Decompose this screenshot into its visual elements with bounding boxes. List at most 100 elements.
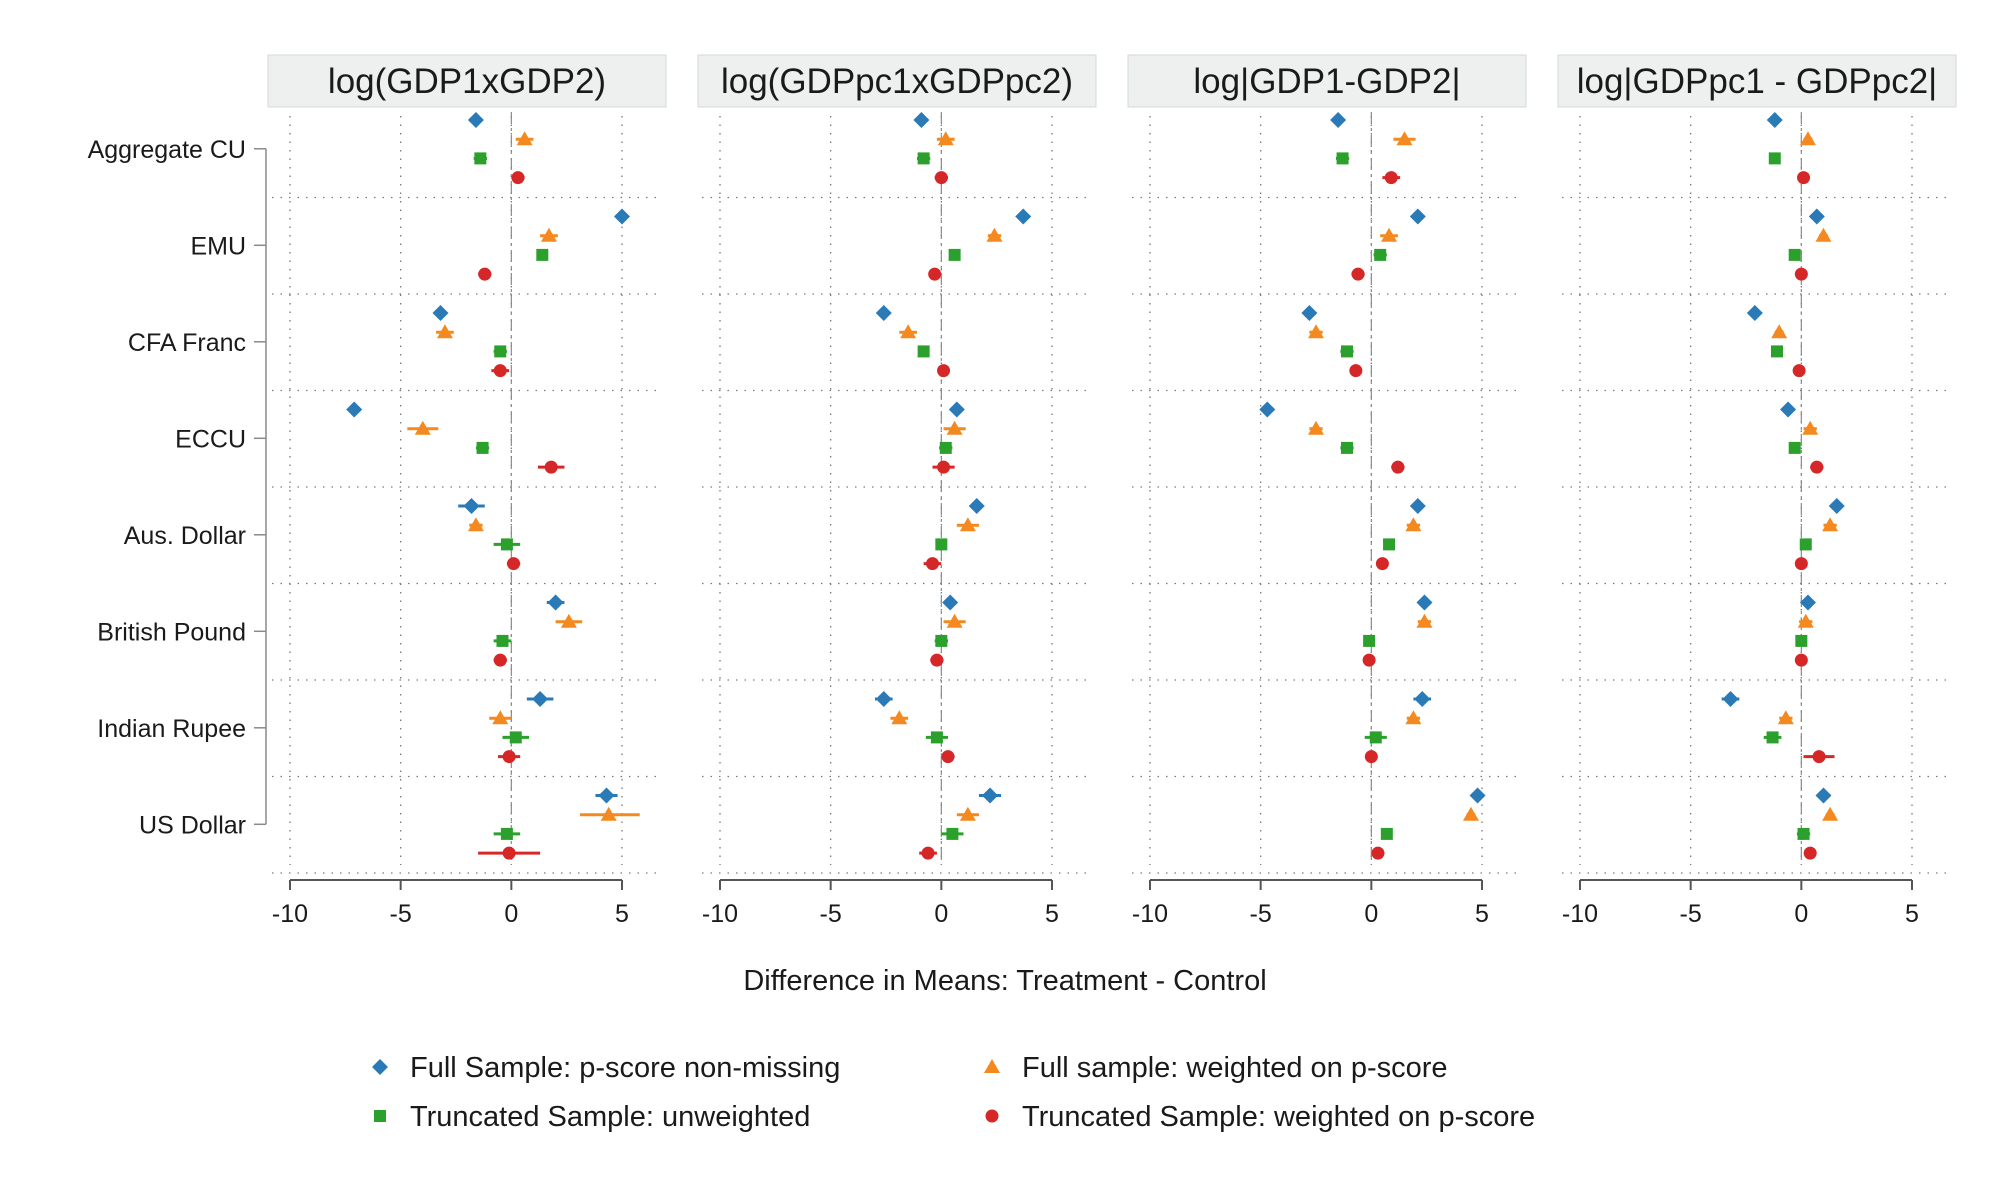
data-point: [1301, 305, 1318, 321]
data-point: [1780, 401, 1797, 418]
data-point: [1777, 710, 1794, 725]
data-point: [1794, 267, 1808, 281]
data-point: [1794, 653, 1808, 667]
legend-label: Full Sample: p-score non-missing: [410, 1052, 840, 1084]
data-point: [509, 731, 522, 744]
data-point: [917, 152, 930, 165]
data-point: [1799, 538, 1812, 551]
data-point: [1803, 846, 1817, 860]
data-point: [493, 653, 507, 667]
data-point: [1349, 364, 1363, 378]
data-point: [1815, 227, 1832, 242]
data-point: [1362, 653, 1376, 667]
data-point: [532, 691, 549, 707]
data-point: [1766, 112, 1783, 128]
data-point: [1808, 208, 1825, 225]
panel-1: log(GDP1xGDP2) -10 -5 0 5: [267, 54, 667, 928]
group-label: US Dollar: [139, 811, 246, 839]
data-point: [928, 267, 942, 281]
data-point: [1259, 401, 1276, 418]
data-point: [492, 710, 509, 725]
x-tick-label: 5: [1475, 900, 1489, 928]
data-point: [891, 710, 908, 725]
x-tick-label: 0: [1794, 900, 1808, 928]
x-tick-label: -5: [1250, 900, 1272, 928]
data-point: [1369, 731, 1382, 744]
data-point: [560, 613, 577, 628]
legend-item: Full Sample: p-score non-missing: [372, 1052, 840, 1084]
x-tick-label: -10: [1132, 900, 1168, 928]
data-point: [1828, 498, 1845, 514]
data-point: [948, 248, 961, 261]
panel-title-strip: [1127, 54, 1527, 108]
legend-marker: [984, 1059, 1000, 1073]
data-point: [1462, 806, 1479, 821]
data-point: [1308, 324, 1324, 339]
data-point: [1797, 171, 1811, 185]
data-point: [935, 538, 948, 551]
data-point: [474, 152, 487, 165]
data-point: [1375, 557, 1389, 571]
data-point: [917, 345, 930, 358]
data-point: [511, 171, 525, 185]
data-point: [925, 557, 939, 571]
group-label: Aus. Dollar: [124, 522, 246, 550]
panel-title: log|GDPpc1 - GDPpc2|: [1577, 62, 1938, 101]
data-point: [1414, 691, 1431, 707]
data-point: [1416, 594, 1433, 611]
data-point: [939, 441, 952, 454]
x-axis-title: Difference in Means: Treatment - Control: [743, 965, 1266, 997]
data-point: [476, 441, 489, 454]
x-tick-label: -5: [820, 900, 842, 928]
panel-title-strip: [697, 54, 1097, 108]
data-point: [1797, 613, 1814, 628]
data-point: [959, 517, 976, 532]
data-point: [516, 131, 533, 146]
group-label: Indian Rupee: [97, 715, 246, 743]
x-tick-label: 5: [1905, 900, 1919, 928]
data-point: [921, 846, 935, 860]
panel-title: log(GDP1xGDP2): [328, 62, 606, 101]
data-point: [1822, 806, 1839, 821]
data-point: [414, 420, 431, 435]
legend-label: Truncated Sample: weighted on p-score: [1022, 1101, 1535, 1133]
data-point: [959, 806, 976, 821]
legend-label: Full sample: weighted on p-score: [1022, 1052, 1448, 1084]
data-point: [1330, 112, 1347, 128]
data-point: [935, 634, 948, 647]
panel-title-strip: [267, 54, 667, 108]
legend-marker: [985, 1109, 999, 1123]
data-point: [1802, 420, 1819, 435]
data-point: [493, 364, 507, 378]
data-point: [500, 827, 513, 840]
data-point: [875, 305, 892, 321]
data-point: [1788, 441, 1801, 454]
data-point: [941, 750, 955, 764]
data-point: [930, 653, 944, 667]
data-point: [1371, 846, 1385, 860]
data-point: [1364, 750, 1378, 764]
legend-label: Truncated Sample: unweighted: [410, 1101, 810, 1133]
data-point: [598, 787, 615, 804]
data-point: [946, 420, 963, 435]
data-point: [1380, 827, 1393, 840]
data-point: [1336, 152, 1349, 165]
data-point: [600, 806, 617, 821]
data-point: [478, 267, 492, 281]
panel-title: log(GDPpc1xGDPpc2): [721, 62, 1073, 101]
data-point: [982, 787, 999, 804]
legend-item: Truncated Sample: weighted on p-score: [985, 1101, 1535, 1133]
data-point: [540, 227, 557, 242]
data-point: [1409, 498, 1426, 514]
data-point: [930, 731, 943, 744]
data-point: [1812, 750, 1826, 764]
data-point: [467, 517, 484, 532]
x-tick-label: -10: [1562, 900, 1598, 928]
group-label: EMU: [190, 232, 246, 260]
data-point: [934, 171, 948, 185]
data-point: [1351, 267, 1365, 281]
data-point: [1810, 460, 1824, 474]
data-point: [1363, 634, 1376, 647]
data-point: [1794, 557, 1808, 571]
